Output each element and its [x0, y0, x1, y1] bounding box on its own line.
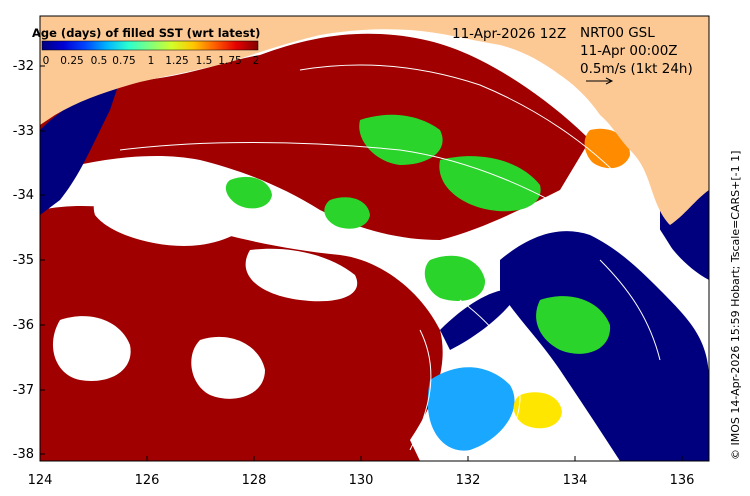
sst-age-region-mixed-green [424, 255, 486, 301]
colorbar-tick-label: 1.5 [196, 55, 213, 67]
sst-age-region-2days-center [146, 294, 391, 444]
sst-age-region-mixed-green [225, 176, 272, 209]
plot-frame-border [39, 15, 710, 462]
current-contour-lines [119, 64, 701, 461]
product-label: NRT00 GSL [580, 25, 655, 41]
lon-tick-label: 130 [349, 473, 374, 488]
colorbar-legend: Age (days) of filled SST (wrt latest) 0 … [32, 26, 260, 67]
lat-tick-label: -38 [13, 447, 34, 462]
colorbar-tick-label: 1.75 [218, 55, 241, 67]
lon-tick-label: 126 [135, 473, 160, 488]
lat-tick-label: -35 [13, 253, 34, 268]
sst-age-region-mixed-green [324, 197, 370, 229]
sst-age-region-0days-west [40, 80, 120, 215]
colorbar-tick-label: 0 [43, 55, 50, 67]
lat-tick-label: -33 [13, 124, 34, 139]
lat-tick-label: -36 [13, 318, 34, 333]
credit-text: © IMOS 14-Apr-2026 15:59 Hobart; Tscale=… [729, 151, 742, 460]
colorbar-tick-label: 0.5 [91, 55, 108, 67]
sst-age-region-0days-streak [440, 289, 520, 350]
colorbar-gradient [41, 40, 259, 51]
sst-age-region-mixed-green [359, 114, 443, 165]
sst-age-region-mixed-yellow [513, 392, 562, 429]
colorbar-tick-label: 0.75 [112, 55, 135, 67]
lon-tick-label: 134 [563, 473, 588, 488]
no-data-gap [245, 248, 358, 302]
longitude-axis: 124 126 128 130 132 134 136 [28, 456, 695, 488]
colorbar-tick-label: 0.25 [60, 55, 83, 67]
sst-age-region-mixed-green [536, 296, 611, 354]
current-time-label: 11-Apr 00:00Z [580, 43, 678, 59]
colorbar-tick-label: 2 [253, 55, 260, 67]
arrow-head [605, 77, 614, 85]
vector-scale-arrow [586, 77, 614, 85]
no-data-gap [52, 316, 131, 381]
sst-age-region-mixed-light-blue [427, 367, 515, 451]
vector-scale-label: 0.5m/s (1kt 24h) [580, 61, 693, 77]
contour-line [599, 259, 661, 361]
map-plot-area [40, 16, 709, 461]
land-australian-coast [40, 16, 709, 225]
sst-age-region-mixed-green [439, 156, 541, 212]
lon-tick-label: 136 [670, 473, 695, 488]
latitude-axis: -32 -33 -34 -35 -36 -37 -38 [13, 59, 45, 462]
lon-tick-label: 132 [456, 473, 481, 488]
sst-age-region-0days-southeast [500, 231, 709, 461]
contour-line [409, 329, 432, 451]
contour-line [299, 64, 701, 301]
sst-age-region-mixed-orange [584, 128, 630, 169]
contour-line [119, 142, 701, 331]
lon-tick-label: 128 [242, 473, 267, 488]
lon-tick-label: 124 [28, 473, 53, 488]
no-data-gap [191, 336, 265, 399]
lat-tick-label: -37 [13, 383, 34, 398]
map-datetime: 11-Apr-2026 12Z [452, 26, 566, 42]
no-data-gap [93, 172, 257, 246]
colorbar-tick-label: 1 [148, 55, 155, 67]
colorbar-tick-label: 1.25 [165, 55, 188, 67]
colorbar-title: Age (days) of filled SST (wrt latest) [32, 26, 260, 40]
contour-line [459, 299, 521, 461]
lat-tick-label: -32 [13, 59, 34, 74]
lat-tick-label: -34 [13, 188, 34, 203]
